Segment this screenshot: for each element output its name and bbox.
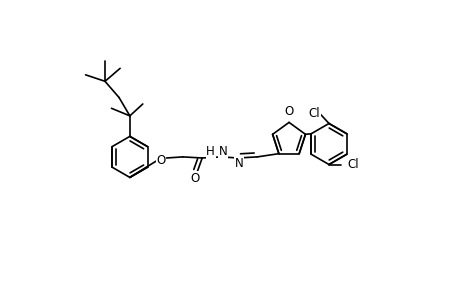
Text: O: O xyxy=(284,105,293,118)
Text: H: H xyxy=(206,145,214,158)
Text: N: N xyxy=(218,145,227,158)
Text: Cl: Cl xyxy=(308,107,319,120)
Text: N: N xyxy=(235,157,243,170)
Text: O: O xyxy=(190,172,200,185)
Text: O: O xyxy=(156,154,165,167)
Text: Cl: Cl xyxy=(347,158,358,171)
